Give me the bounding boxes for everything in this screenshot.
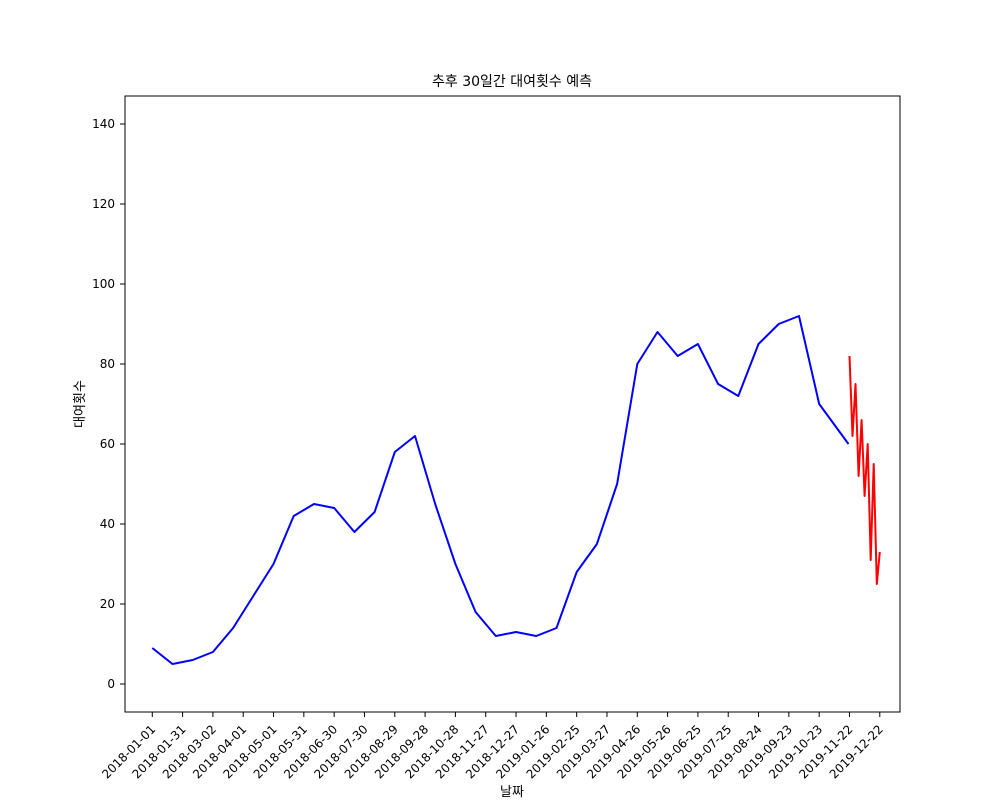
y-tick-label: 20 bbox=[100, 597, 115, 611]
y-tick-label: 120 bbox=[92, 197, 115, 211]
y-tick-label: 60 bbox=[100, 437, 115, 451]
y-tick-label: 80 bbox=[100, 357, 115, 371]
y-tick-label: 0 bbox=[107, 677, 115, 691]
chart-title: 추후 30일간 대여횟수 예측 bbox=[432, 74, 592, 90]
y-axis-ticks: 0 20 40 60 80 100 120 140 bbox=[92, 117, 125, 691]
series-line-0 bbox=[151, 315, 850, 665]
series-group bbox=[151, 315, 881, 665]
y-tick-label: 40 bbox=[100, 517, 115, 531]
x-axis-label: 날짜 bbox=[500, 785, 524, 800]
y-axis-label: 대여횟수 bbox=[73, 380, 88, 428]
plot-area bbox=[124, 95, 901, 713]
y-tick-label: 100 bbox=[92, 277, 115, 291]
y-tick-label: 140 bbox=[92, 117, 115, 131]
series-line-1 bbox=[848, 355, 881, 585]
